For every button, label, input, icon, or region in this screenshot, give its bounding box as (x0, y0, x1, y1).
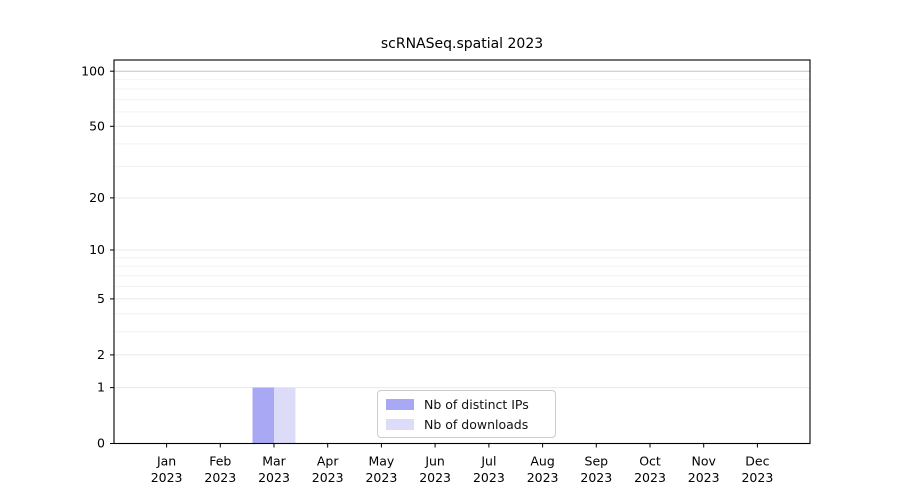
x-tick-label: Jul (480, 454, 496, 469)
y-tick-label: 100 (81, 63, 105, 78)
x-tick-label: Jan (156, 454, 176, 469)
plot-spines (113, 59, 811, 445)
x-tick-label: Mar (262, 454, 286, 469)
x-tick-label: Aug (530, 454, 554, 469)
x-tick-label: May (368, 454, 394, 469)
x-tick-label-year: 2023 (527, 470, 559, 485)
x-axis: Jan2023Feb2023Mar2023Apr2023May2023Jun20… (151, 443, 773, 485)
x-tick-label: Nov (691, 454, 716, 469)
x-tick-label-year: 2023 (580, 470, 612, 485)
bar-nb-of-distinct-ips-mar (252, 387, 274, 444)
x-tick-label-year: 2023 (419, 470, 451, 485)
legend-item-distinct-ips: Nb of distinct IPs (386, 397, 547, 412)
x-tick-label: Feb (209, 454, 231, 469)
chart-title: scRNASeq.spatial 2023 (380, 36, 544, 52)
x-tick-label-year: 2023 (473, 470, 505, 485)
x-tick-label-year: 2023 (204, 470, 236, 485)
x-tick-label-year: 2023 (688, 470, 720, 485)
y-tick-label: 10 (89, 242, 105, 257)
x-tick-label: Oct (639, 454, 661, 469)
x-tick-label-year: 2023 (258, 470, 290, 485)
y-tick-label: 1 (97, 380, 105, 395)
legend-item-downloads: Nb of downloads (386, 417, 547, 432)
x-tick-label-year: 2023 (741, 470, 773, 485)
legend-label-downloads: Nb of downloads (424, 417, 529, 432)
y-tick-label: 5 (97, 291, 105, 306)
y-gridlines-minor (114, 79, 810, 333)
bar-nb-of-downloads-mar (274, 387, 296, 444)
legend-label-distinct-ips: Nb of distinct IPs (424, 397, 529, 412)
y-tick-label: 50 (89, 118, 105, 133)
bars (252, 387, 296, 444)
x-tick-label-year: 2023 (365, 470, 397, 485)
x-tick-label: Dec (745, 454, 769, 469)
y-axis: 0 1 2 5 10 20 50 100 (81, 63, 114, 451)
legend-swatch-distinct-ips (386, 399, 414, 410)
x-tick-label-year: 2023 (312, 470, 344, 485)
y-tick-label: 0 (97, 436, 105, 451)
y-gridlines-major (114, 70, 810, 389)
y-tick-label: 20 (89, 190, 105, 205)
x-tick-label-year: 2023 (634, 470, 666, 485)
legend-swatch-downloads (386, 419, 414, 430)
x-tick-label: Jun (424, 454, 445, 469)
y-tick-label: 2 (97, 347, 105, 362)
x-tick-label: Sep (585, 454, 609, 469)
legend: Nb of distinct IPs Nb of downloads (377, 390, 556, 438)
x-tick-label-year: 2023 (151, 470, 183, 485)
x-tick-label: Apr (317, 454, 339, 469)
